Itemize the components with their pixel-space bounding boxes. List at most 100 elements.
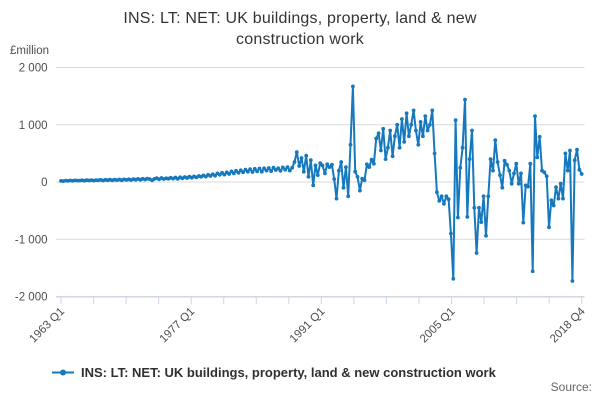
data-point-marker[interactable] <box>526 184 530 189</box>
data-point-marker[interactable] <box>393 134 397 139</box>
data-point-marker[interactable] <box>278 168 283 173</box>
data-point-marker[interactable] <box>521 220 526 225</box>
data-point-marker[interactable] <box>467 157 472 162</box>
data-point-marker[interactable] <box>449 231 453 236</box>
data-point-marker[interactable] <box>390 154 395 159</box>
data-point-marker[interactable] <box>308 158 313 163</box>
data-point-marker[interactable] <box>358 188 362 193</box>
data-point-marker[interactable] <box>500 185 505 190</box>
data-point-marker[interactable] <box>304 153 309 158</box>
data-point-marker[interactable] <box>484 233 488 238</box>
data-point-marker[interactable] <box>320 163 325 168</box>
data-point-marker[interactable] <box>231 171 236 176</box>
data-point-marker[interactable] <box>337 168 341 173</box>
data-point-marker[interactable] <box>493 138 498 143</box>
data-point-marker[interactable] <box>257 166 262 171</box>
data-point-marker[interactable] <box>255 169 259 174</box>
data-point-marker[interactable] <box>264 168 269 173</box>
data-point-marker[interactable] <box>509 181 514 186</box>
data-point-marker[interactable] <box>568 148 572 153</box>
data-point-marker[interactable] <box>402 140 407 144</box>
data-point-marker[interactable] <box>323 171 327 176</box>
data-point-marker[interactable] <box>400 117 404 121</box>
data-point-marker[interactable] <box>262 166 266 171</box>
data-point-marker[interactable] <box>245 169 250 174</box>
data-point-marker[interactable] <box>280 165 285 170</box>
data-point-marker[interactable] <box>437 199 442 203</box>
data-point-marker[interactable] <box>381 126 386 131</box>
data-point-marker[interactable] <box>248 167 253 172</box>
data-point-marker[interactable] <box>283 167 288 172</box>
data-point-marker[interactable] <box>481 194 486 199</box>
data-point-marker[interactable] <box>453 118 458 123</box>
data-point-marker[interactable] <box>549 198 554 203</box>
data-point-marker[interactable] <box>512 171 516 176</box>
data-point-marker[interactable] <box>544 174 549 179</box>
data-point-marker[interactable] <box>285 165 290 170</box>
data-point-marker[interactable] <box>297 164 302 168</box>
data-point-marker[interactable] <box>558 181 563 186</box>
data-point-marker[interactable] <box>530 269 535 274</box>
data-point-marker[interactable] <box>241 170 246 175</box>
legend-item[interactable]: INS: LT: NET: UK buildings, property, la… <box>52 365 496 380</box>
data-point-marker[interactable] <box>301 169 306 174</box>
data-point-marker[interactable] <box>271 165 276 170</box>
data-point-marker[interactable] <box>418 120 423 124</box>
data-point-marker[interactable] <box>554 185 558 190</box>
data-point-marker[interactable] <box>498 173 502 178</box>
data-point-marker[interactable] <box>325 162 330 167</box>
data-point-marker[interactable] <box>365 162 369 167</box>
data-point-marker[interactable] <box>383 157 388 162</box>
data-point-marker[interactable] <box>409 122 414 127</box>
data-point-marker[interactable] <box>421 134 425 139</box>
data-point-marker[interactable] <box>575 147 579 152</box>
data-point-marker[interactable] <box>315 173 320 178</box>
data-point-marker[interactable] <box>407 134 411 139</box>
data-point-marker[interactable] <box>458 165 463 170</box>
data-point-marker[interactable] <box>287 168 292 173</box>
data-point-marker[interactable] <box>423 114 428 119</box>
data-point-marker[interactable] <box>276 166 281 171</box>
data-point-marker[interactable] <box>460 145 465 150</box>
data-point-marker[interactable] <box>533 114 537 119</box>
series-line[interactable] <box>60 85 583 282</box>
data-point-marker[interactable] <box>565 168 570 173</box>
data-point-marker[interactable] <box>334 196 339 201</box>
data-point-marker[interactable] <box>355 174 360 179</box>
data-point-marker[interactable] <box>456 215 460 220</box>
data-point-marker[interactable] <box>376 131 381 136</box>
data-point-marker[interactable] <box>346 194 351 199</box>
data-point-marker[interactable] <box>551 203 556 208</box>
data-point-marker[interactable] <box>252 166 257 171</box>
data-point-marker[interactable] <box>547 225 551 230</box>
data-point-marker[interactable] <box>430 108 435 113</box>
data-point-marker[interactable] <box>435 190 439 195</box>
data-point-marker[interactable] <box>491 168 495 173</box>
data-point-marker[interactable] <box>367 165 372 170</box>
data-point-marker[interactable] <box>425 128 430 133</box>
data-point-marker[interactable] <box>488 157 493 162</box>
data-point-marker[interactable] <box>579 172 584 176</box>
data-point-marker[interactable] <box>292 160 297 164</box>
data-point-marker[interactable] <box>442 201 446 206</box>
data-point-marker[interactable] <box>374 136 379 141</box>
data-point-marker[interactable] <box>439 194 444 199</box>
data-point-marker[interactable] <box>502 158 507 163</box>
data-point-marker[interactable] <box>259 169 264 174</box>
data-point-marker[interactable] <box>353 169 358 174</box>
data-point-marker[interactable] <box>428 122 432 127</box>
data-point-marker[interactable] <box>535 155 540 160</box>
data-point-marker[interactable] <box>269 169 273 174</box>
data-point-marker[interactable] <box>318 161 323 166</box>
data-point-marker[interactable] <box>222 172 227 177</box>
data-point-marker[interactable] <box>299 156 304 160</box>
data-point-marker[interactable] <box>213 173 218 178</box>
data-point-marker[interactable] <box>339 160 344 164</box>
data-point-marker[interactable] <box>479 220 484 225</box>
data-point-marker[interactable] <box>470 128 474 133</box>
data-point-marker[interactable] <box>250 170 255 174</box>
data-point-marker[interactable] <box>561 196 565 201</box>
data-point-marker[interactable] <box>463 97 467 102</box>
data-point-marker[interactable] <box>451 276 456 281</box>
data-point-marker[interactable] <box>313 163 318 168</box>
